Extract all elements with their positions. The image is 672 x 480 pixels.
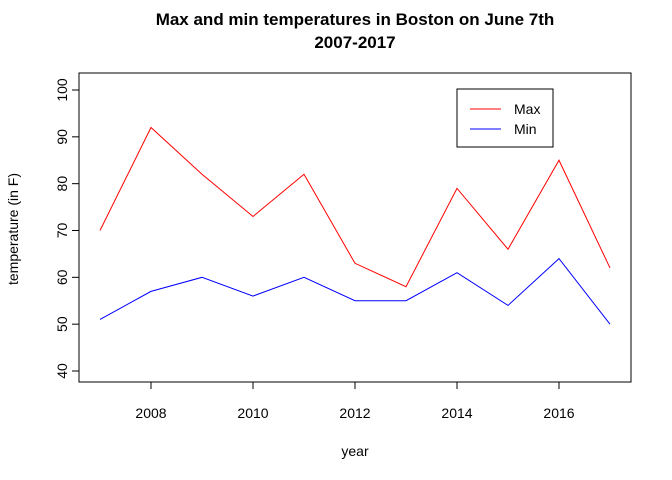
y-tick-label: 60 [54,269,70,285]
y-tick-label: 80 [54,176,70,192]
y-tick-label: 70 [54,223,70,239]
y-tick-label: 100 [54,78,70,102]
legend-label-min: Min [514,121,537,137]
x-tick-label: 2014 [441,405,472,421]
y-axis: 40 50 60 70 80 90 100 [54,78,80,379]
series-line-min [99,257,611,325]
x-tick-label: 2016 [543,405,574,421]
chart-title: Max and min temperatures in Boston on Ju… [156,10,555,29]
legend: Max Min [456,88,554,148]
y-tick-label: 40 [54,363,70,379]
series-line-max [99,126,611,288]
y-tick-label: 90 [54,129,70,145]
x-tick-label: 2010 [237,405,268,421]
legend-box [456,88,554,148]
x-tick-label: 2012 [339,405,370,421]
x-axis-label: year [341,443,369,459]
chart-subtitle: 2007-2017 [314,33,395,52]
y-axis-label: temperature (in F) [5,173,21,285]
series-layer [99,126,611,325]
x-tick-label: 2008 [135,405,166,421]
x-axis: 2008 2010 2012 2014 2016 [135,381,575,421]
legend-label-max: Max [514,101,540,117]
y-tick-label: 50 [54,316,70,332]
